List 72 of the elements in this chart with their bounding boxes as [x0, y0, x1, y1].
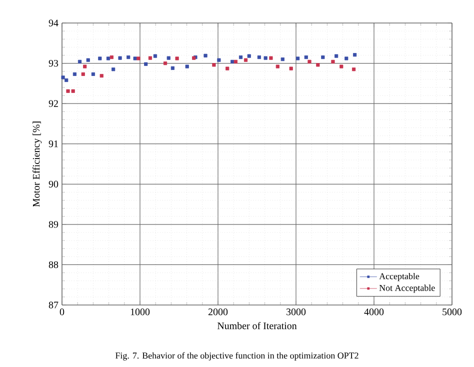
y-tick-label: 90	[48, 180, 58, 188]
point	[100, 74, 104, 78]
point	[352, 68, 356, 72]
point	[61, 76, 65, 80]
x-tick-label: 3000	[286, 308, 306, 316]
point	[289, 66, 293, 70]
x-tick-label: 4000	[364, 308, 384, 316]
point	[344, 56, 348, 60]
point	[110, 55, 114, 60]
point	[148, 56, 152, 60]
point	[238, 55, 243, 60]
point	[98, 56, 102, 60]
point	[234, 60, 238, 64]
point	[280, 57, 284, 62]
point	[175, 56, 179, 60]
point	[136, 56, 140, 60]
x-tick-label: 2000	[208, 308, 228, 316]
point	[118, 56, 122, 60]
point	[304, 55, 308, 60]
point	[86, 58, 90, 62]
legend-label: Acceptable	[379, 272, 420, 282]
y-tick-label: 93	[48, 60, 58, 67]
point	[71, 89, 75, 93]
point	[166, 56, 170, 60]
point	[163, 61, 168, 66]
y-tick-label: 92	[48, 100, 58, 107]
y-tick-label: 94	[48, 20, 58, 26]
point	[296, 56, 300, 60]
point	[230, 60, 234, 64]
x-tick-label: 1000	[130, 308, 150, 316]
point	[308, 60, 312, 64]
point	[226, 66, 230, 70]
point	[244, 58, 248, 62]
point	[257, 55, 261, 60]
point	[78, 60, 82, 64]
y-tick-label: 91	[48, 140, 58, 148]
point	[316, 63, 320, 67]
point	[247, 54, 251, 58]
point	[217, 58, 221, 62]
point	[144, 62, 148, 66]
point	[72, 72, 77, 76]
point	[331, 60, 335, 64]
point	[185, 64, 189, 68]
point	[264, 56, 268, 60]
x-tick-label: 0	[60, 308, 64, 316]
x-axis-title: Number of Iteration	[217, 322, 297, 330]
point	[334, 54, 338, 58]
point	[153, 54, 158, 58]
point	[204, 54, 208, 58]
point	[112, 68, 116, 72]
point	[353, 53, 357, 57]
point	[170, 66, 174, 70]
y-tick-label: 87	[48, 302, 58, 308]
point	[269, 56, 273, 60]
caption: Fig. 7. Behavior of the objective function in the optimization OPT2	[115, 352, 358, 360]
point	[276, 64, 280, 68]
y-axis-title: Motor Efficiency [%]	[32, 122, 42, 207]
legend-label: Not Acceptable	[379, 284, 435, 293]
point	[106, 56, 110, 60]
y-tick-label: 88	[48, 261, 58, 268]
point	[133, 56, 137, 60]
point	[66, 89, 70, 93]
y-tick-label: 89	[48, 221, 58, 228]
point	[64, 78, 68, 82]
x-tick-label: 5000	[442, 308, 462, 316]
point	[83, 64, 87, 68]
point	[81, 72, 85, 76]
point	[212, 63, 216, 67]
point	[126, 55, 130, 60]
point	[91, 72, 95, 76]
point	[321, 55, 325, 60]
point	[340, 64, 344, 68]
